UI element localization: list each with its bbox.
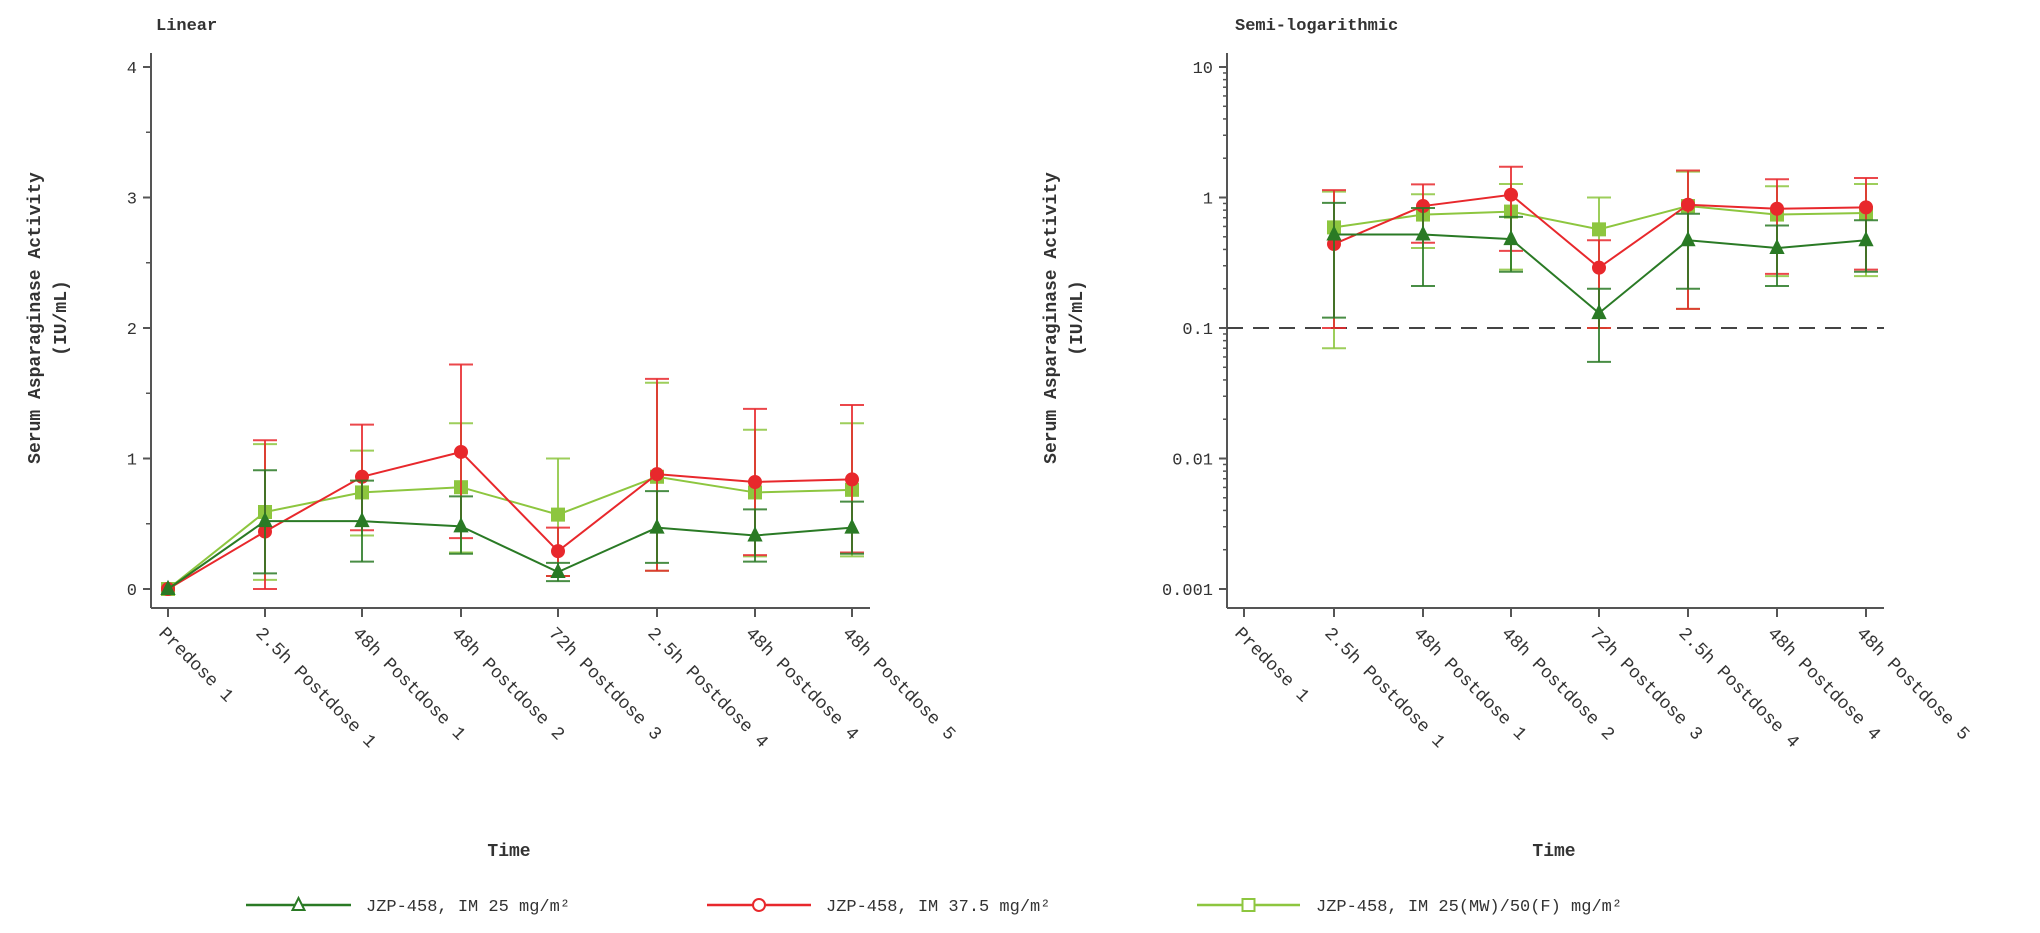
series-3 bbox=[161, 381, 864, 596]
data-point bbox=[747, 526, 763, 542]
legend-item: JZP-458, IM 25 mg/m² bbox=[246, 895, 570, 917]
legend-label: JZP-458, IM 37.5 mg/m² bbox=[826, 898, 1050, 917]
legend: JZP-458, IM 25 mg/m² JZP-458, IM 37.5 mg/… bbox=[246, 895, 1622, 917]
y-tick-label: 1 bbox=[127, 452, 137, 471]
x-axis-label: Time bbox=[487, 842, 530, 862]
y-axis-label-line2: (IU/mL) bbox=[1068, 280, 1088, 356]
y-tick-label: 1 bbox=[1203, 191, 1213, 210]
y-tick-label: 10 bbox=[1193, 60, 1213, 79]
data-point bbox=[845, 472, 859, 487]
data-point bbox=[1504, 187, 1518, 202]
y-tick-label: 2 bbox=[127, 321, 137, 340]
data-point bbox=[1592, 222, 1606, 237]
legend-item: JZP-458, IM 37.5 mg/m² bbox=[707, 898, 1050, 917]
data-point bbox=[454, 444, 468, 459]
legend-label: JZP-458, IM 25(MW)/50(F) mg/m² bbox=[1316, 898, 1622, 917]
x-tick-label: Predose 1 bbox=[1230, 624, 1313, 707]
data-point bbox=[1326, 225, 1342, 241]
data-point bbox=[1592, 260, 1606, 275]
data-point bbox=[844, 518, 860, 534]
y-tick-label: 0.001 bbox=[1162, 582, 1213, 601]
data-point bbox=[748, 474, 762, 489]
series-2 bbox=[161, 363, 864, 596]
linear-chart: Linear 0 1 2 3 4 Serum Asparaginase Activity (I… bbox=[26, 17, 959, 862]
data-point bbox=[1415, 225, 1431, 241]
data-point bbox=[1769, 238, 1785, 255]
data-point bbox=[550, 562, 566, 579]
data-point bbox=[551, 544, 565, 559]
series-line bbox=[167, 450, 853, 590]
y-tick-label: 3 bbox=[127, 191, 137, 210]
data-point bbox=[1680, 231, 1696, 247]
data-point bbox=[354, 511, 370, 528]
y-axis-label: Serum Asparaginase Activity (IU/mL) bbox=[26, 172, 72, 464]
y-axis-label-line1: Serum Asparaginase Activity bbox=[1042, 172, 1062, 464]
series-line bbox=[167, 520, 853, 590]
y-tick-label: 0.01 bbox=[1172, 452, 1213, 471]
y-axis-label-line2: (IU/mL) bbox=[52, 280, 72, 356]
y-axis-label-line1: Serum Asparaginase Activity bbox=[26, 172, 46, 464]
data-point bbox=[551, 507, 565, 522]
y-tick-label: 4 bbox=[127, 60, 137, 79]
y-axis-label: Serum Asparaginase Activity (IU/mL) bbox=[1042, 172, 1088, 464]
data-point bbox=[649, 518, 665, 534]
series-1 bbox=[160, 469, 864, 595]
legend-triangle-icon bbox=[290, 895, 307, 911]
chart-title: Semi-logarithmic bbox=[1235, 17, 1398, 36]
x-tick-label: Predose 1 bbox=[154, 624, 237, 707]
legend-circle-icon bbox=[752, 898, 766, 912]
data-point bbox=[160, 579, 176, 595]
data-point bbox=[1770, 201, 1784, 216]
data-point bbox=[453, 517, 469, 533]
data-point bbox=[1503, 229, 1519, 246]
data-point bbox=[1858, 231, 1874, 247]
legend-label: JZP-458, IM 25 mg/m² bbox=[366, 898, 570, 917]
semilog-chart: Semi-logarithmic 0.001 0.01 0.1 1 10 Serum Asp… bbox=[1042, 17, 1973, 862]
chart-title: Linear bbox=[156, 17, 217, 36]
legend-item: JZP-458, IM 25(MW)/50(F) mg/m² bbox=[1197, 898, 1622, 917]
x-axis-label: Time bbox=[1532, 842, 1575, 862]
y-tick-label: 0.1 bbox=[1182, 321, 1213, 340]
data-point bbox=[650, 467, 664, 482]
series-1 bbox=[1322, 201, 1878, 363]
y-tick-label: 0 bbox=[127, 582, 137, 601]
data-point bbox=[1859, 200, 1873, 215]
data-point bbox=[257, 511, 273, 528]
legend-square-icon bbox=[1241, 898, 1256, 912]
data-point bbox=[1681, 197, 1695, 212]
data-point bbox=[1591, 303, 1607, 320]
